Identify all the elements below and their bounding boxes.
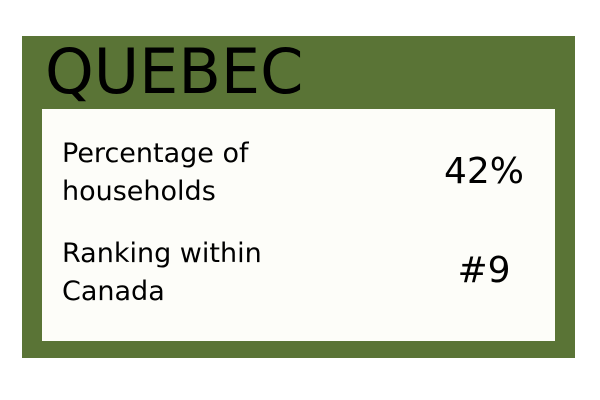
province-title: QUEBEC xyxy=(45,35,304,108)
stat-label-households: Percentage of households xyxy=(62,138,249,207)
stat-label-ranking: Ranking within Canada xyxy=(62,238,262,307)
stat-value-households: 42% xyxy=(443,151,524,192)
stat-value-ranking: #9 xyxy=(457,250,511,291)
stats-panel: Percentage of households 42% Ranking wit… xyxy=(42,109,555,341)
province-card: QUEBEC Percentage of households 42% Rank… xyxy=(22,36,575,358)
